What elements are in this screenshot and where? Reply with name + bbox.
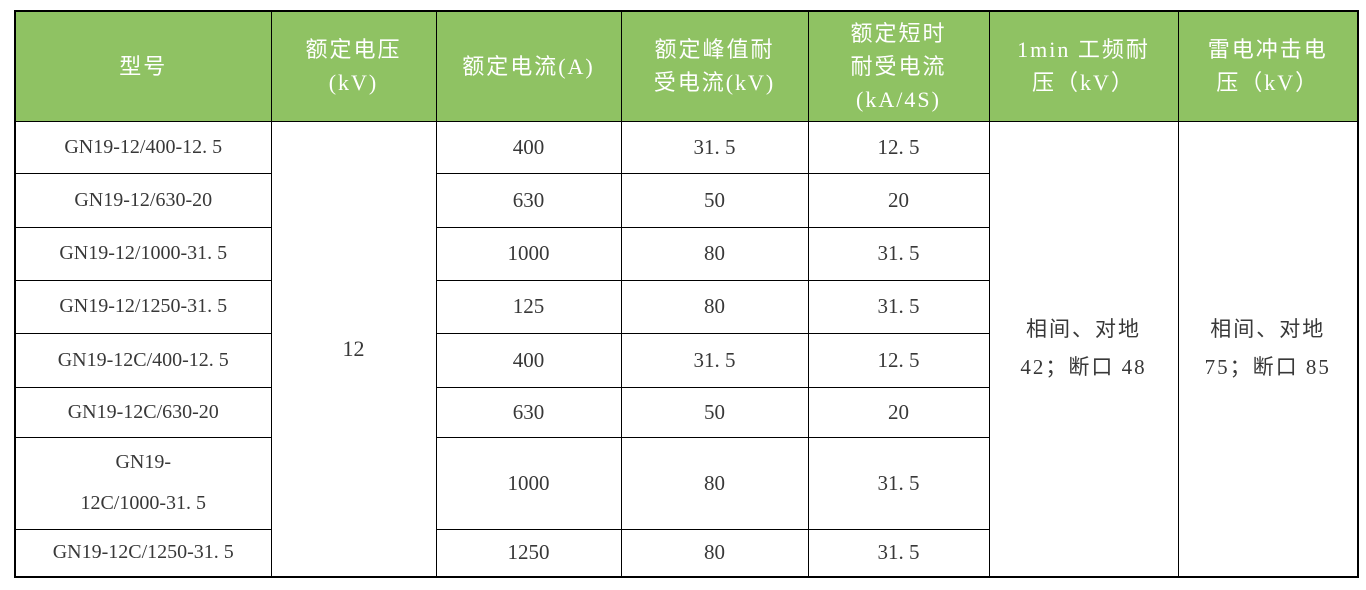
col-header-peak-withstand-current: 额定峰值耐 受电流(kV): [620, 10, 809, 122]
col-header-power-frequency-withstand-voltage: 1min 工频耐 压（kV）: [988, 10, 1179, 122]
cell-short-time-withstand: 31. 5: [807, 436, 990, 530]
cell-peak-withstand: 31. 5: [620, 332, 809, 388]
cell-rated-current: 1000: [435, 436, 622, 530]
cell-model: GN19-12/400-12. 5: [14, 120, 272, 174]
cell-model: GN19-12C/1250-31. 5: [14, 528, 272, 578]
cell-model: GN19-12/630-20: [14, 172, 272, 228]
cell-peak-withstand: 80: [620, 226, 809, 281]
col-header-rated-voltage: 额定电压 (kV): [270, 10, 437, 122]
cell-rated-current: 1000: [435, 226, 622, 281]
cell-short-time-withstand: 12. 5: [807, 332, 990, 388]
col-header-model: 型号: [14, 10, 272, 122]
cell-lightning-impulse-merged: 相间、对地 75；断口 85: [1177, 120, 1359, 578]
table-row: GN19-12/1250-31. 5 125 80 31. 5: [14, 279, 1358, 334]
cell-rated-current: 400: [435, 120, 622, 174]
cell-peak-withstand: 31. 5: [620, 120, 809, 174]
cell-peak-withstand: 80: [620, 279, 809, 334]
switch-spec-table: 型号 额定电压 (kV) 额定电流(A) 额定峰值耐 受电流(kV) 额定短时 …: [14, 10, 1359, 578]
cell-peak-withstand: 50: [620, 386, 809, 438]
cell-short-time-withstand: 12. 5: [807, 120, 990, 174]
col-header-lightning-impulse-voltage: 雷电冲击电 压（kV）: [1177, 10, 1359, 122]
cell-model: GN19-12C/630-20: [14, 386, 272, 438]
cell-rated-current: 400: [435, 332, 622, 388]
table-header: 型号 额定电压 (kV) 额定电流(A) 额定峰值耐 受电流(kV) 额定短时 …: [14, 10, 1359, 122]
cell-peak-withstand: 50: [620, 172, 809, 228]
table-row: GN19- 12C/1000-31. 5 1000 80 31. 5: [14, 436, 1358, 530]
cell-rated-current: 125: [435, 279, 622, 334]
cell-short-time-withstand: 31. 5: [807, 226, 990, 281]
cell-model: GN19- 12C/1000-31. 5: [14, 436, 272, 530]
cell-model: GN19-12C/400-12. 5: [14, 332, 272, 388]
cell-rated-voltage-merged: 12: [270, 120, 437, 578]
table-row: GN19-12C/400-12. 5 400 31. 5 12. 5: [14, 332, 1358, 388]
cell-short-time-withstand: 31. 5: [807, 528, 990, 578]
col-header-short-time-withstand-current: 额定短时 耐受电流 (kA/4S): [807, 10, 990, 122]
cell-short-time-withstand: 31. 5: [807, 279, 990, 334]
cell-rated-current: 630: [435, 172, 622, 228]
table-row: GN19-12C/1250-31. 5 1250 80 31. 5: [14, 528, 1358, 578]
table-row: GN19-12/630-20 630 50 20: [14, 172, 1358, 228]
col-header-rated-current: 额定电流(A): [435, 10, 622, 122]
table-row: GN19-12/1000-31. 5 1000 80 31. 5: [14, 226, 1358, 281]
table-body: GN19-12/400-12. 5 12 400 31. 5 12. 5 相间、…: [14, 120, 1359, 578]
cell-peak-withstand: 80: [620, 436, 809, 530]
table-row: GN19-12/400-12. 5 12 400 31. 5 12. 5 相间、…: [14, 120, 1359, 578]
cell-model: GN19-12/1250-31. 5: [14, 279, 272, 334]
cell-model: GN19-12/1000-31. 5: [14, 226, 272, 281]
cell-rated-current: 630: [435, 386, 622, 438]
cell-short-time-withstand: 20: [807, 386, 990, 438]
cell-short-time-withstand: 20: [807, 172, 990, 228]
cell-peak-withstand: 80: [620, 528, 809, 578]
cell-power-frequency-withstand-merged: 相间、对地 42；断口 48: [988, 120, 1179, 578]
cell-rated-current: 1250: [435, 528, 622, 578]
header-row: 型号 额定电压 (kV) 额定电流(A) 额定峰值耐 受电流(kV) 额定短时 …: [14, 10, 1359, 122]
